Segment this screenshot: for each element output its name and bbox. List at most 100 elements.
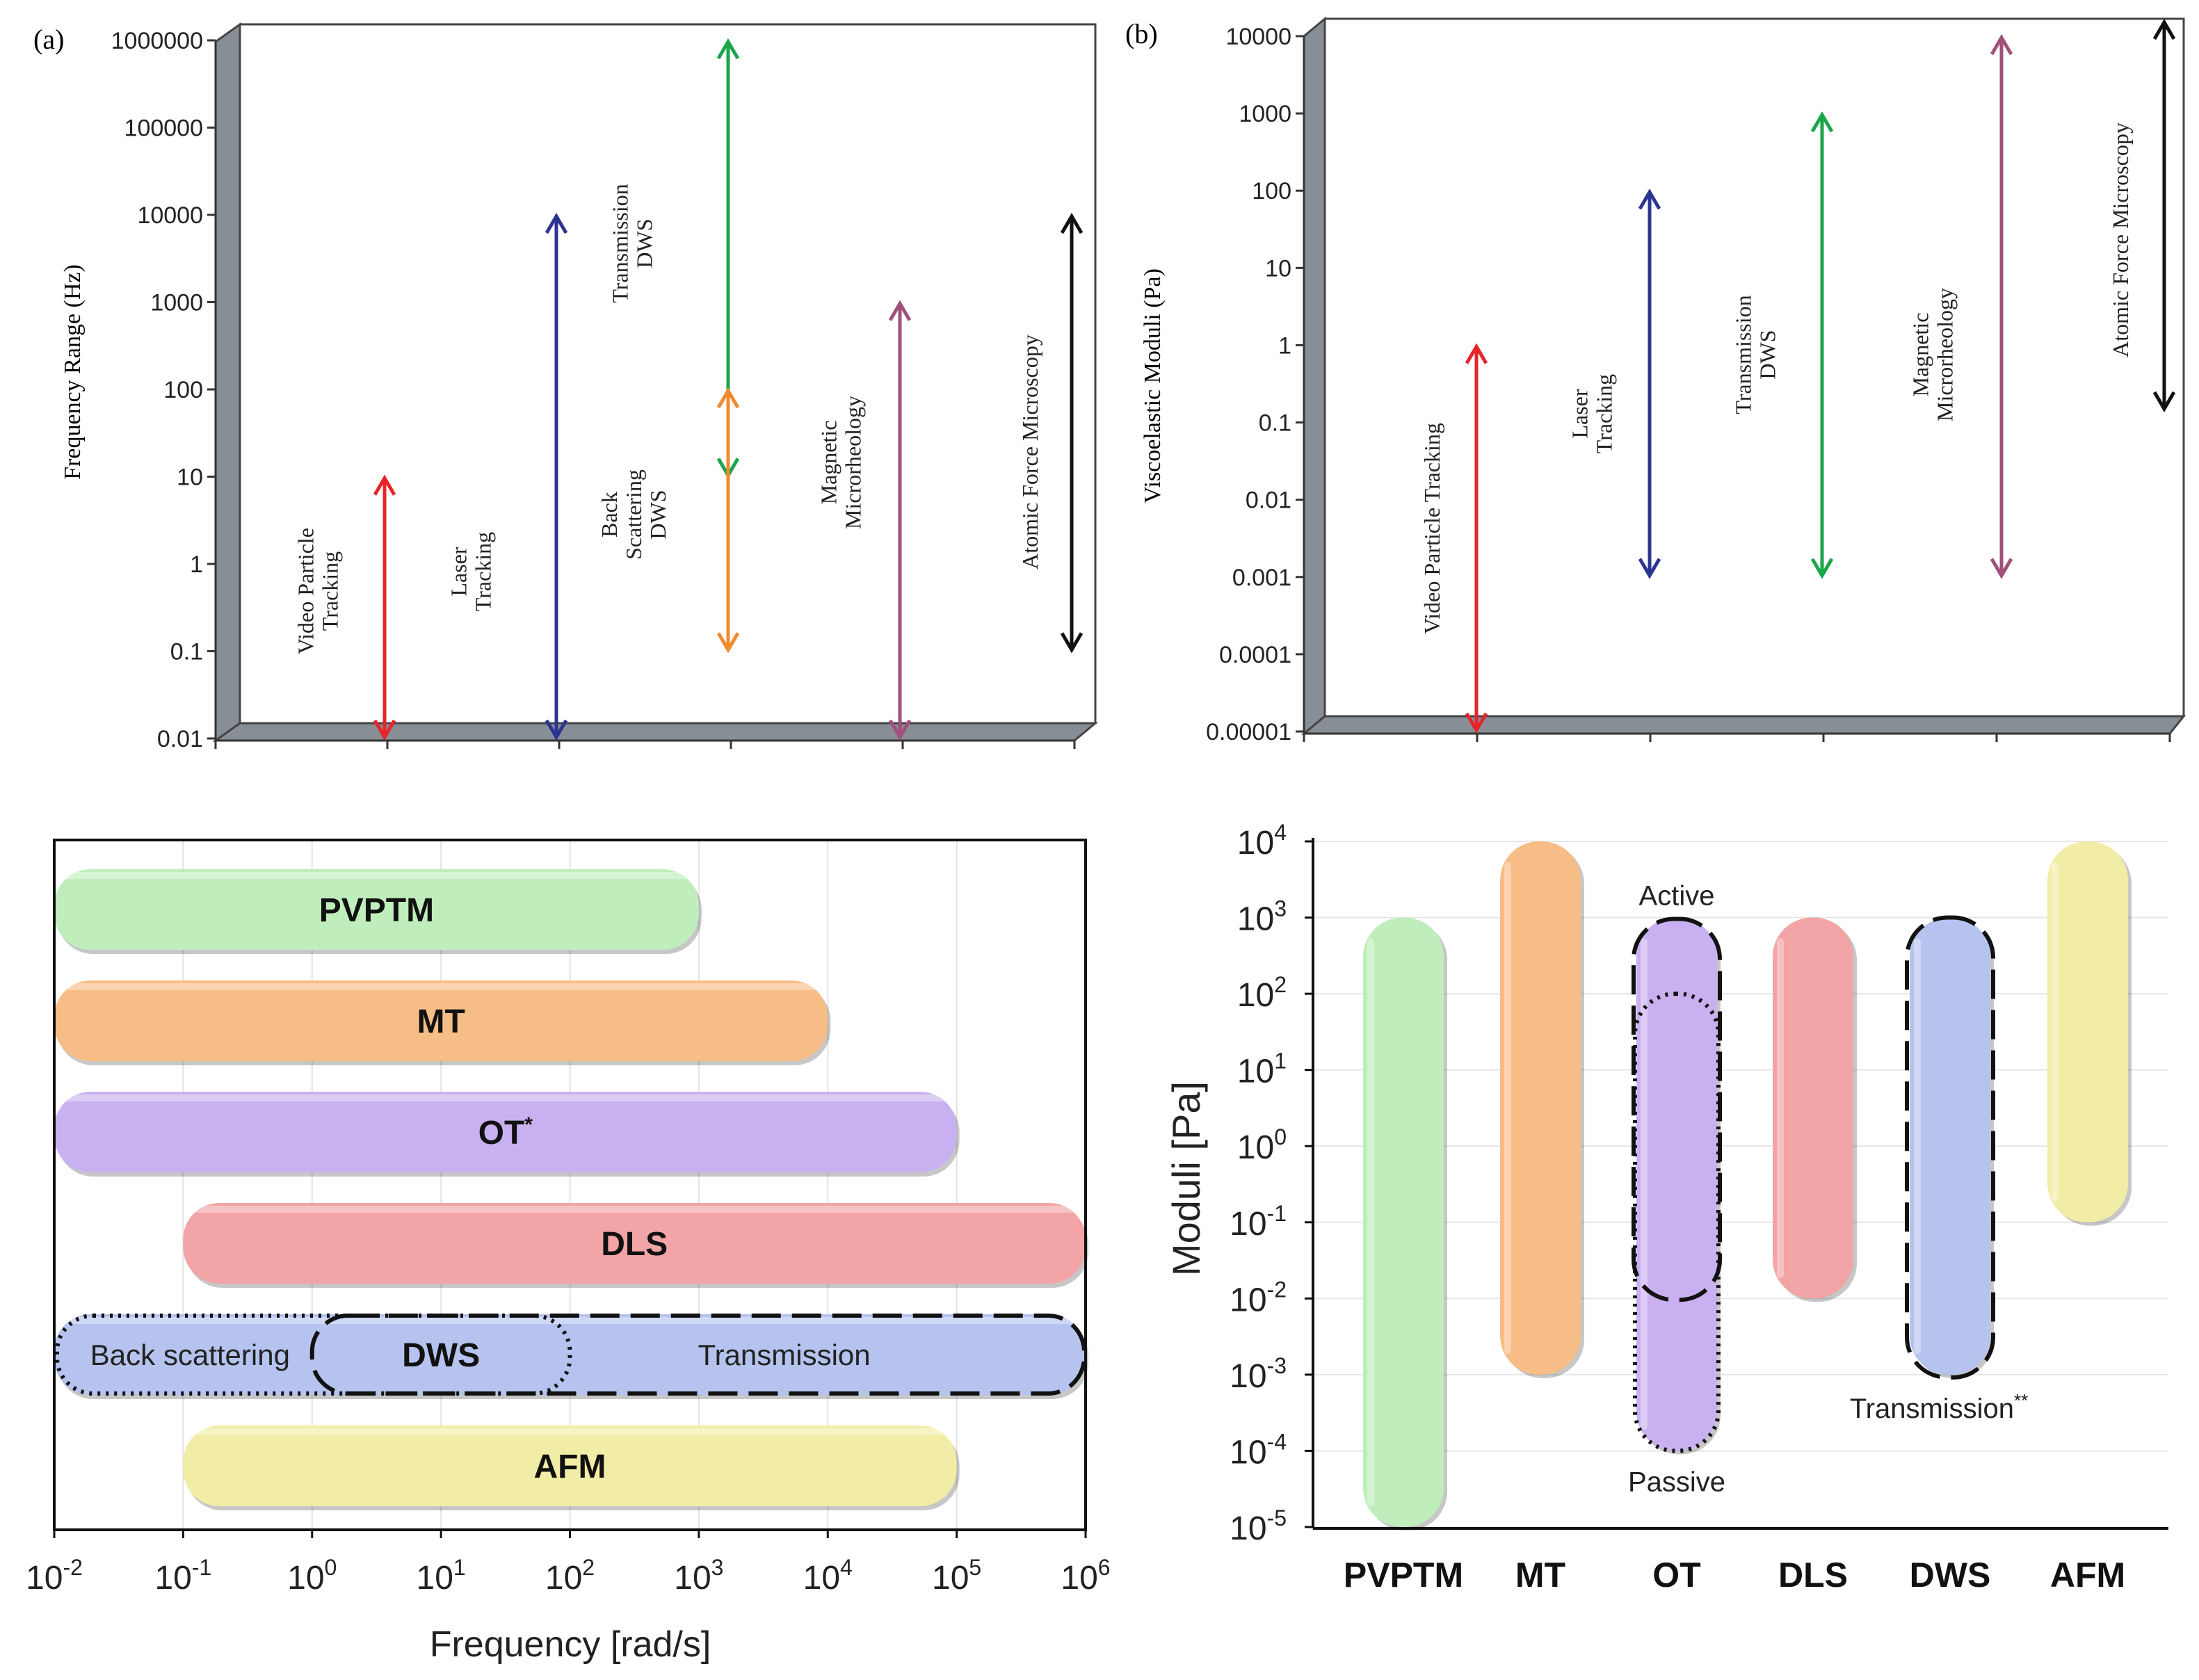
panel-a-series-label: BackScatteringDWS [597, 469, 670, 560]
panel-b-sidewall [1303, 16, 1326, 736]
tick-exponent: 2 [582, 1555, 595, 1580]
tick-exponent: 4 [1274, 820, 1287, 845]
panel-d-bar-ot-highlight [1641, 938, 1648, 1430]
panel-a-series-label-line: Tracking [471, 532, 496, 611]
panel-d-passive-label: Passive [1628, 1467, 1725, 1497]
panel-d-bar-pvptm-highlight [1367, 938, 1374, 1506]
panel-d-category-label: AFM [2050, 1556, 2125, 1594]
panel-c-x-tick-label: 101 [417, 1555, 466, 1597]
panel-b-series: Video Particle Tracking LaserTracking Tran… [1419, 19, 2176, 734]
panel-a-arrow-back-scattering-dws-head-top [716, 387, 740, 409]
panel-b-y-tick-label: 10 [1265, 255, 1291, 282]
panel-b-arrow-transmission-dws-head-bottom [1810, 558, 1834, 579]
panel-c-x-tick-label: 104 [803, 1555, 853, 1597]
panel-b-arrow-laser-tracking [1638, 188, 1661, 579]
tick-exponent: -2 [1267, 1277, 1287, 1302]
panel-a-y-tick-label: 10 [177, 465, 203, 491]
panel-b-series-label-line: Microrheology [1933, 288, 1958, 421]
panel-d-transmission-label: Transmission** [1850, 1390, 2029, 1424]
panel-a-series-label: LaserTracking [446, 532, 495, 611]
panel-a-y-tick-label: 100000 [124, 115, 203, 142]
tick-exponent: 1 [1274, 1049, 1287, 1074]
panel-b-series-label: LaserTracking [1567, 374, 1616, 453]
panel-a-y-tick-label: 1000 [150, 290, 203, 316]
panel-c-bar-pvptm-fill [54, 869, 699, 950]
tick-exponent: -1 [192, 1555, 211, 1580]
panel-c-x-tick-label: 100 [287, 1555, 337, 1597]
panel-d-bar-mt-highlight [1504, 862, 1511, 1354]
panel-c-bar-pvptm: PVPTM [54, 869, 702, 954]
panel-b-arrow-magnetic-microrheology-head-top [1990, 34, 2013, 56]
panel-b-arrow-atomic-force-microscopy [2152, 19, 2176, 412]
panel-d-bar-dls [1773, 917, 1857, 1302]
tick-base: 10 [1237, 1129, 1274, 1166]
panel-b-y-tick-label: 10000 [1225, 24, 1291, 50]
panel-b-arrow-video-particle-tracking [1465, 343, 1488, 734]
panel-c-bar-dws-transmission-outline [309, 1314, 1086, 1396]
panel-a-y-tick-label: 0.1 [170, 639, 203, 665]
panel-d-category-label: DWS [1910, 1556, 1991, 1594]
panel-b-series-label-line: Atomic Force Microscopy [2108, 122, 2133, 357]
panel-d-y-tick-label: 100 [1237, 1124, 1287, 1166]
panel-d-bar-ot-fill [1636, 917, 1717, 1451]
panel-c-bar-label: DWS [402, 1337, 480, 1374]
panel-b-arrow-atomic-force-microscopy-head-top [2152, 19, 2176, 40]
panel-c-x-ticks: 10-2 10-1 100 101 102 103 104 105 106 [26, 1530, 1111, 1597]
panel-a-arrow-video-particle-tracking [373, 474, 396, 741]
panel-d-bar-ot-passive-outline [1633, 992, 1721, 1453]
panel-c-bar-afm-highlight [186, 1428, 954, 1435]
panel-a-label: (a) [33, 24, 64, 55]
panel-a-series-label: TransmissionDWS [607, 184, 657, 302]
panel-d-bar-ot-active-outline [1632, 916, 1722, 1302]
panel-a-arrow-back-scattering-dws [716, 387, 740, 654]
annotation-superscript: ** [2014, 1390, 2028, 1411]
panel-d-bar-dws-transmission-outline [1905, 915, 1995, 1380]
panel-b-series-label-line: Tracking [1592, 374, 1617, 453]
panel-a-series-label-line: Scattering [621, 469, 646, 560]
panel-d-bars: Active Passive Transmission** [1363, 841, 2132, 1530]
tick-exponent: 1 [453, 1555, 466, 1580]
tick-exponent: 4 [840, 1555, 853, 1580]
panel-b-arrow-transmission-dws-head-top [1810, 111, 1834, 133]
panel-d-y-tick-label: 103 [1237, 896, 1287, 938]
panel-c-bar-afm: AFM [183, 1425, 960, 1510]
tick-base: 10 [26, 1560, 63, 1597]
tick-base: 10 [154, 1560, 191, 1597]
tick-base: 10 [1237, 977, 1274, 1014]
panel-c-bar-mt: MT [54, 980, 831, 1065]
panel-c: PVPTM MT OT* DLS Back scattering Transmission… [26, 839, 1111, 1665]
panel-b-x-ticks [1303, 734, 2171, 742]
panel-a-series-label-line: Tracking [318, 551, 343, 631]
tick-exponent: -1 [1267, 1201, 1287, 1226]
panel-c-bar-afm-fill [183, 1425, 957, 1506]
panel-d-bar-dls-highlight [1777, 938, 1784, 1278]
panel-d-category-label: MT [1515, 1556, 1565, 1594]
tick-exponent: -4 [1267, 1429, 1287, 1454]
panel-a-arrow-magnetic-microrheology-head-top [888, 300, 912, 321]
panel-a: (a) 10000001000001000010001001010.10.01 … [33, 22, 1099, 752]
panel-c-transmission-label: Transmission [698, 1339, 870, 1371]
panel-d-category-label: OT [1652, 1556, 1700, 1594]
tick-exponent: 0 [325, 1555, 337, 1580]
tick-base: 10 [1230, 1282, 1266, 1318]
panel-b-arrow-atomic-force-microscopy-head-bottom [2152, 391, 2176, 412]
tick-base: 10 [1230, 1510, 1266, 1547]
tick-base: 10 [674, 1560, 711, 1597]
panel-d-bar-pvptm-fill [1363, 917, 1444, 1527]
panel-a-arrow-atomic-force-microscopy [1060, 213, 1084, 654]
panel-c-bar-dls-highlight [186, 1206, 1083, 1213]
panel-d-bar-mt-fill [1500, 841, 1581, 1375]
panel-c-x-axis-label: Frequency [rad/s] [430, 1624, 711, 1665]
panel-d-bar-mt [1500, 841, 1584, 1378]
panel-c-x-tick-label: 10-2 [26, 1555, 83, 1597]
panel-c-x-tick-label: 106 [1061, 1555, 1110, 1597]
panel-d-y-tick-label: 102 [1237, 972, 1287, 1014]
panel-d-bar-afm-highlight [2052, 862, 2059, 1202]
panel-a-arrow-magnetic-microrheology [888, 300, 912, 741]
bar-label-superscript: * [524, 1113, 533, 1136]
panel-a-arrow-laser-tracking [545, 213, 568, 741]
panel-b-series-label: Video Particle Tracking [1419, 423, 1444, 634]
panel-c-x-tick-label: 102 [545, 1555, 595, 1597]
tick-base: 10 [1230, 1358, 1266, 1395]
panel-b-series-label: MagneticMicrorheology [1908, 288, 1957, 421]
